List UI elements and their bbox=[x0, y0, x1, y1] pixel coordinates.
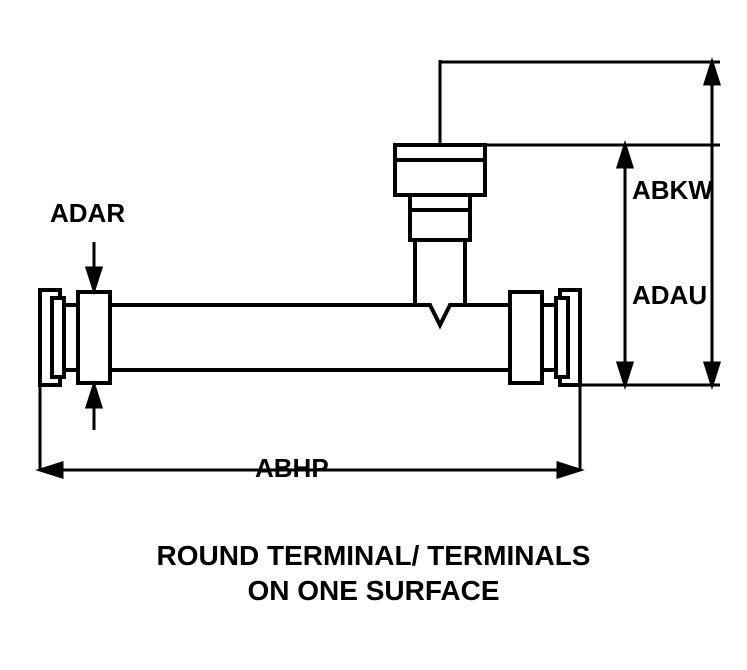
label-abhp: ABHP bbox=[255, 453, 329, 484]
caption-line-1: ROUND TERMINAL/ TERMINALS bbox=[0, 540, 747, 572]
caption-line-2: ON ONE SURFACE bbox=[0, 575, 747, 607]
label-adar: ADAR bbox=[50, 198, 125, 229]
label-adau: ADAU bbox=[632, 280, 707, 311]
diagram-canvas: ADAR ABHP ADAU ABKW ROUND TERMINAL/ TERM… bbox=[0, 0, 747, 670]
label-abkw: ABKW bbox=[632, 175, 713, 206]
